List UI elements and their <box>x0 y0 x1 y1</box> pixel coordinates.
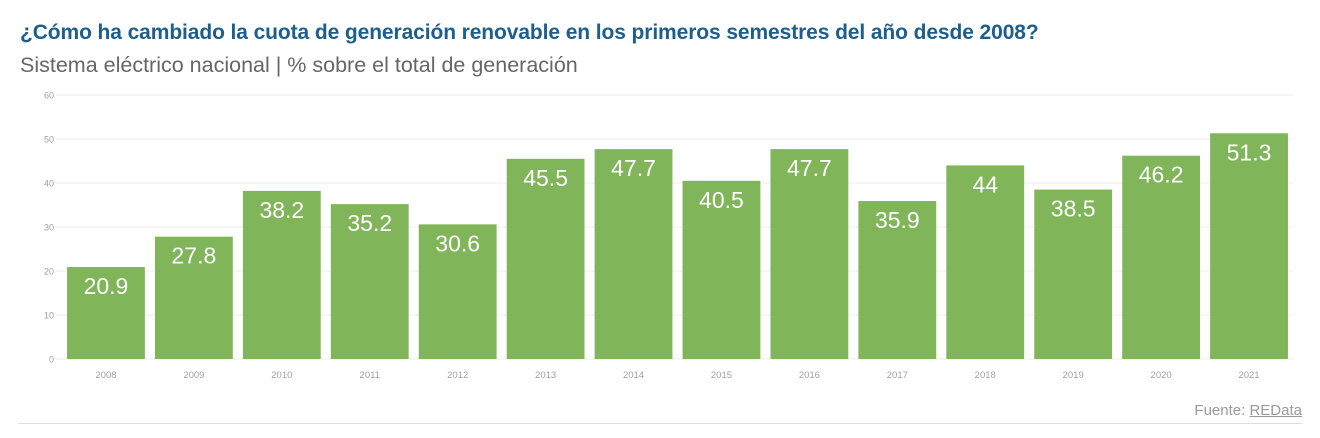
bar-2017[interactable] <box>858 201 937 359</box>
bar-labels: 20.9 27.8 38.2 35.2 30.6 45.5 47.7 40.5 47.7 35.9… <box>84 139 1272 299</box>
y-tick-label: 50 <box>44 135 54 145</box>
x-tick-label: 2017 <box>887 370 908 381</box>
y-tick-label: 20 <box>44 267 54 277</box>
x-tick-label: 2018 <box>975 370 996 381</box>
source-prefix: Fuente: <box>1194 402 1250 419</box>
y-tick-label: 0 <box>49 355 54 365</box>
bar-value-label: 47.7 <box>611 155 656 181</box>
bar-value-label: 27.8 <box>172 243 217 269</box>
bar-2013[interactable] <box>506 158 585 359</box>
bar-value-label: 30.6 <box>435 230 480 256</box>
bar-2009[interactable] <box>154 236 233 359</box>
x-tick-label: 2020 <box>1151 370 1172 381</box>
bar-value-label: 44 <box>972 171 998 197</box>
bar-2019[interactable] <box>1034 189 1113 359</box>
source-credit: Fuente: REData <box>1194 402 1302 419</box>
y-axis-ticks: 0 10 20 30 40 50 60 <box>44 91 54 365</box>
x-tick-label: 2009 <box>183 370 204 381</box>
x-tick-label: 2010 <box>271 370 292 381</box>
bar-2008[interactable] <box>67 267 145 359</box>
y-tick-label: 30 <box>44 223 54 233</box>
x-tick-label: 2008 <box>95 370 116 381</box>
bar-2021[interactable] <box>1210 133 1288 359</box>
bar-2011[interactable] <box>330 204 409 359</box>
bar-2016[interactable] <box>770 149 849 359</box>
bar-value-label: 38.2 <box>259 197 304 223</box>
x-tick-label: 2019 <box>1063 370 1084 381</box>
footer-divider <box>18 423 1302 424</box>
x-tick-label: 2011 <box>360 370 380 381</box>
bar-value-label: 45.5 <box>523 165 568 191</box>
bar-2018[interactable] <box>946 165 1025 359</box>
x-tick-label: 2016 <box>799 370 820 381</box>
bar-value-label: 35.9 <box>875 207 920 233</box>
x-axis-ticks: 2008 2009 2010 2011 2012 2013 2014 2015 2016 2017… <box>95 370 1259 381</box>
x-tick-label: 2015 <box>711 370 732 381</box>
x-tick-label: 2021 <box>1238 370 1259 381</box>
source-link[interactable]: REData <box>1249 402 1302 419</box>
bar-value-label: 47.7 <box>787 155 832 181</box>
bar-value-label: 35.2 <box>347 210 392 236</box>
bar-value-label: 20.9 <box>84 273 129 299</box>
chart-subtitle: Sistema eléctrico nacional | % sobre el … <box>20 53 578 77</box>
x-tick-label: 2014 <box>623 370 644 381</box>
bar-2012[interactable] <box>418 224 497 359</box>
bar-value-label: 46.2 <box>1139 162 1184 188</box>
bar-value-label: 38.5 <box>1051 196 1096 222</box>
bar-2014[interactable] <box>594 149 673 359</box>
y-tick-label: 40 <box>44 179 54 189</box>
y-tick-label: 60 <box>44 91 54 101</box>
x-tick-label: 2012 <box>447 370 468 381</box>
bar-value-label: 40.5 <box>699 187 744 213</box>
bar-2015[interactable] <box>682 180 761 359</box>
chart-title: ¿Cómo ha cambiado la cuota de generación… <box>20 21 1039 44</box>
bar-value-label: 51.3 <box>1227 139 1272 165</box>
bar-2020[interactable] <box>1122 155 1201 359</box>
y-tick-label: 10 <box>44 311 54 321</box>
bars <box>67 133 1288 359</box>
bar-2010[interactable] <box>242 190 321 359</box>
x-tick-label: 2013 <box>535 370 556 381</box>
